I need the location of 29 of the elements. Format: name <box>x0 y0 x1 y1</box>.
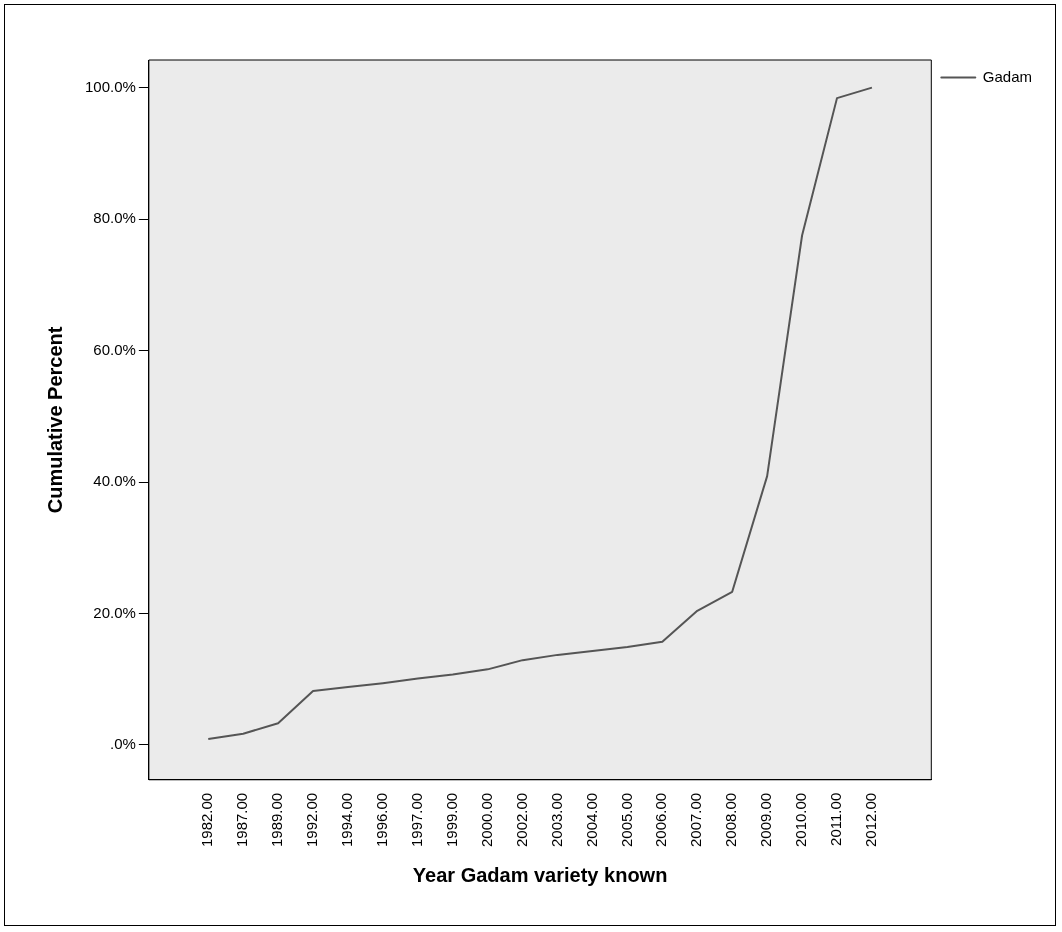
y-tick-label: 60.0% <box>93 340 136 358</box>
y-tick-label: .0% <box>110 735 136 753</box>
y-axis-title: Cumulative Percent <box>43 326 66 514</box>
x-tick-label: 1992.00 <box>303 792 321 848</box>
x-tick-label: 2006.00 <box>652 792 670 848</box>
x-tick-label: 2005.00 <box>617 792 635 848</box>
x-tick-label: 2003.00 <box>547 792 565 848</box>
x-tick-label: 1996.00 <box>373 792 391 848</box>
x-tick-label: 1987.00 <box>233 792 251 848</box>
y-tick-label: 100.0% <box>85 77 136 95</box>
y-tick-label: 80.0% <box>93 209 136 227</box>
x-tick-label: 1989.00 <box>268 792 286 848</box>
x-tick-label: 1994.00 <box>338 792 356 848</box>
x-tick-label: 1999.00 <box>442 792 460 848</box>
x-tick-label: 2010.00 <box>792 792 810 848</box>
y-tick-label: 20.0% <box>93 603 136 621</box>
x-tick-label: 2004.00 <box>582 792 600 848</box>
x-axis-title: Year Gadam variety known <box>412 863 668 886</box>
x-tick-label: 2002.00 <box>512 792 530 848</box>
x-tick-label: 2007.00 <box>687 792 705 848</box>
x-tick-label: 1997.00 <box>407 792 425 848</box>
x-tick-label: 2012.00 <box>862 792 880 848</box>
legend-label: Gadam <box>982 67 1033 85</box>
x-tick-label: 2008.00 <box>722 792 740 848</box>
x-tick-label: 2000.00 <box>477 792 495 848</box>
y-tick-label: 40.0% <box>93 472 136 490</box>
x-tick-label: 1982.00 <box>198 792 216 848</box>
x-tick-label: 2011.00 <box>827 792 845 846</box>
x-tick-label: 2009.00 <box>757 792 775 848</box>
